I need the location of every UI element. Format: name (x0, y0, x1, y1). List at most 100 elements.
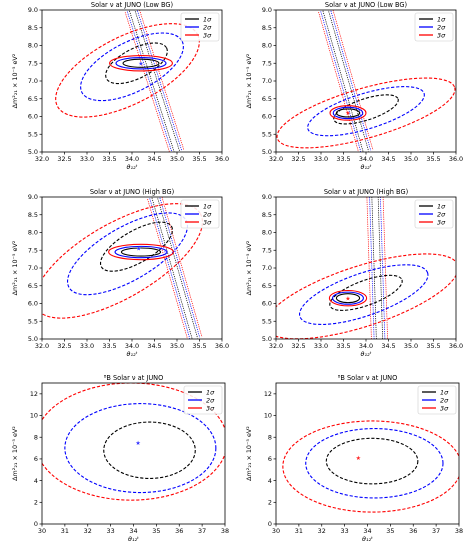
band-line-2σ (369, 197, 375, 339)
panel-title: ⁸B Solar ν at JUNO (104, 374, 164, 382)
y-tick-label: 6.0 (28, 300, 38, 308)
contour-2σ (299, 264, 429, 325)
contour-2σ (307, 86, 425, 137)
legend-entry-2σ: 2σ (203, 23, 212, 31)
x-tick-label: 32.0 (269, 342, 283, 350)
x-tick-label: 35.5 (192, 155, 206, 163)
contour-3σ (282, 420, 459, 513)
y-tick-label: 5.5 (262, 317, 272, 325)
y-tick-label: 6.0 (28, 113, 38, 121)
x-tick-label: 33.0 (80, 155, 94, 163)
x-tick-label: 34.5 (381, 155, 395, 163)
y-tick-label: 0 (268, 520, 272, 528)
x-tick-label: 34.5 (147, 342, 161, 350)
band-line-2σ (380, 197, 386, 339)
x-tick-label: 34.0 (125, 342, 139, 350)
legend-entry-2σ: 2σ (203, 210, 212, 218)
plot-area: ★ (42, 383, 225, 501)
x-tick-label: 38 (221, 527, 229, 535)
plot-area: ★ (55, 10, 200, 152)
reactor-contour-3σ (329, 105, 367, 121)
y-tick-label: 7.0 (28, 264, 38, 272)
band-line-2σ (126, 11, 173, 152)
reactor-contour-3σ (109, 55, 173, 72)
panel-6: ★ 30 31 32 33 34 35 36 37 38 0 2 4 6 8 10 12 ⁸B Solar ν a… (245, 374, 463, 543)
legend-entry-1σ: 1σ (437, 15, 446, 23)
legend-box (417, 385, 457, 415)
y-tick-label: 5.5 (28, 130, 38, 138)
y-tick-label: 6.5 (28, 95, 38, 103)
x-tick-label: 34 (363, 527, 371, 535)
y-tick-label: 8.0 (28, 42, 38, 50)
band-line-1σ (327, 10, 369, 152)
y-tick-label: 0 (34, 520, 38, 528)
x-tick-label: 31 (61, 527, 69, 535)
y-tick-label: 2 (34, 499, 38, 507)
y-tick-label: 6.0 (262, 113, 272, 121)
y-tick-label: 10 (30, 412, 38, 420)
y-tick-label: 7.0 (262, 77, 272, 85)
contour-2σ (80, 32, 184, 102)
contour-2σ (305, 428, 444, 499)
x-tick-label: 35.5 (426, 155, 440, 163)
y-tick-label: 9.0 (262, 6, 272, 14)
y-tick-label: 9.0 (28, 193, 38, 201)
x-tick-label: 33.0 (80, 342, 94, 350)
x-tick-label: 35.0 (404, 155, 418, 163)
reactor-contour-2σ (332, 106, 364, 120)
y-tick-label: 7.5 (28, 246, 38, 254)
legend-box (180, 12, 220, 42)
band-line-3σ (124, 12, 170, 152)
x-tick-label: 35 (386, 527, 394, 535)
legend-entry-3σ: 3σ (203, 31, 212, 39)
panel-2: ★ 32.0 32.5 33.0 33.5 34.0 34.5 35.0 35.5 36.0 5.0… (245, 1, 463, 171)
x-tick-label: 35.0 (170, 342, 184, 350)
y-tick-label: 8 (34, 433, 38, 441)
y-axis-label: Δm²₂₁ × 10⁻⁵ eV² (11, 240, 19, 295)
legend-entry-1σ: 1σ (206, 388, 215, 396)
x-tick-label: 30 (38, 527, 46, 535)
contour-1σ (329, 274, 403, 311)
panel-3: ★ 32.0 32.5 33.0 33.5 34.0 34.5 35.0 35.5 36.0 5.0… (11, 188, 229, 358)
legend-entry-3σ: 3σ (206, 404, 215, 412)
contour-2σ (66, 212, 189, 296)
x-tick-label: 34 (129, 527, 137, 535)
x-tick-label: 33.0 (314, 155, 328, 163)
x-tick-label: 32.5 (57, 155, 71, 163)
x-axis-label: θ₁₂ᵗ (362, 535, 373, 543)
band-line-3σ (161, 197, 203, 338)
x-tick-label: 34.5 (147, 155, 161, 163)
y-tick-label: 5.0 (262, 335, 272, 343)
y-axis-label: Δm²₂₁ × 10⁻⁵ eV² (245, 240, 253, 295)
x-tick-label: 32.0 (35, 155, 49, 163)
legend-box (180, 199, 220, 229)
reactor-contour-1σ (335, 108, 361, 118)
x-tick-label: 34.0 (125, 155, 139, 163)
x-tick-label: 36.0 (449, 155, 463, 163)
legend-entry-1σ: 1σ (440, 388, 449, 396)
panel-5: ★ 30 31 32 33 34 35 36 37 38 0 2 4 6 8 10 12 ⁸B Solar ν a… (11, 374, 229, 543)
band-line-1σ (129, 10, 175, 152)
y-tick-label: 7.5 (262, 246, 272, 254)
reactor-contour-2σ (114, 245, 168, 259)
band-line-2σ (320, 11, 362, 152)
best-fit-marker: ★ (345, 295, 350, 302)
band-line-3σ (332, 10, 374, 151)
legend-entry-3σ: 3σ (203, 218, 212, 226)
contour-1σ (99, 221, 174, 272)
contour-3σ (42, 383, 225, 501)
x-tick-label: 32.0 (35, 342, 49, 350)
best-fit-marker: ★ (136, 246, 141, 253)
band-line-2σ (159, 197, 201, 338)
legend-entry-2σ: 2σ (437, 210, 446, 218)
y-tick-label: 8.0 (262, 42, 272, 50)
y-tick-label: 8.0 (262, 229, 272, 237)
legend-entry-1σ: 1σ (437, 202, 446, 210)
reactor-contour-2σ (115, 57, 167, 70)
y-tick-label: 9.0 (262, 193, 272, 201)
y-tick-label: 7.5 (262, 59, 272, 67)
legend-entry-3σ: 3σ (440, 404, 449, 412)
